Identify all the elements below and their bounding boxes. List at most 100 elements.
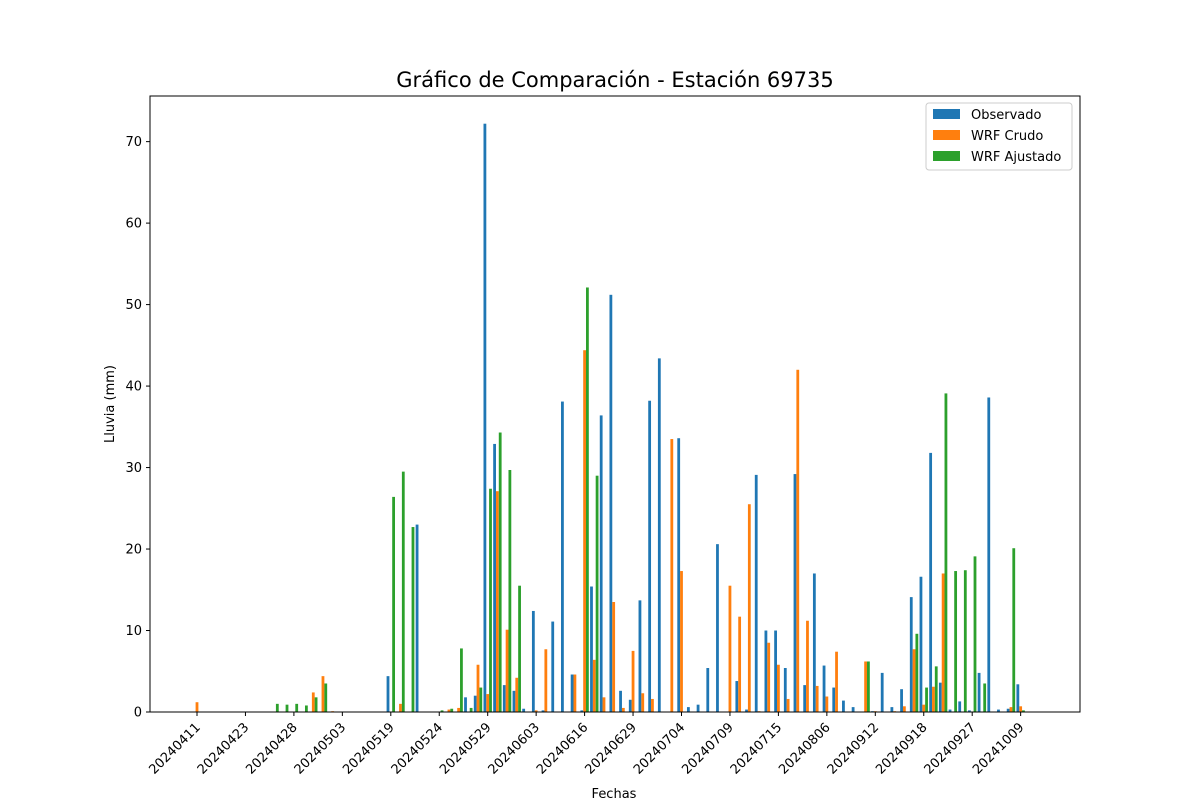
y-axis: 0 10 20 30 40 50 60 70 — [125, 135, 150, 721]
bar — [580, 710, 584, 712]
bar — [609, 294, 613, 712]
bar — [706, 668, 710, 712]
bar — [531, 610, 535, 712]
bar — [803, 685, 807, 712]
bar — [392, 496, 395, 712]
plot-area — [195, 123, 1025, 712]
bar — [515, 677, 519, 712]
bar — [745, 709, 748, 712]
y-tick-label: 70 — [125, 135, 142, 150]
bar — [411, 527, 415, 712]
y-axis-label: Lluvia (mm) — [103, 365, 118, 443]
bar — [670, 439, 674, 712]
bar — [958, 701, 962, 712]
bar — [486, 694, 490, 712]
bar — [498, 432, 502, 712]
bar — [602, 697, 606, 712]
bar — [612, 602, 616, 712]
bar — [473, 695, 477, 712]
legend-label: WRF Ajustado — [971, 150, 1061, 165]
bar — [735, 681, 739, 712]
bar — [457, 707, 461, 712]
bar — [915, 633, 919, 712]
series-0 — [386, 123, 1020, 712]
bar — [783, 668, 787, 712]
bar — [583, 350, 586, 712]
bar — [534, 710, 538, 712]
bar — [464, 697, 467, 712]
bar — [932, 686, 935, 712]
bar — [890, 707, 894, 712]
bar — [900, 689, 903, 712]
legend: Observado WRF Crudo WRF Ajustado — [925, 102, 1073, 171]
bar — [968, 710, 971, 712]
bar — [777, 664, 780, 712]
bar — [493, 443, 496, 712]
chart-title: Gráfico de Comparación - Estación 69735 — [396, 68, 833, 92]
bar — [977, 672, 981, 712]
bar — [963, 570, 967, 712]
bar — [909, 597, 913, 712]
bar — [311, 692, 315, 712]
series-2 — [275, 287, 1025, 712]
bar — [621, 707, 625, 712]
bar — [512, 690, 516, 712]
y-tick-label: 0 — [134, 706, 142, 721]
bar — [561, 401, 564, 712]
bar — [450, 708, 454, 712]
bar — [1022, 710, 1025, 712]
bar — [638, 600, 642, 712]
bar — [275, 703, 279, 712]
bar — [657, 358, 661, 712]
bar — [415, 524, 419, 712]
bar — [401, 471, 405, 712]
bar — [941, 573, 945, 712]
bar — [483, 123, 487, 712]
bar — [631, 650, 635, 712]
bar — [489, 488, 492, 712]
bar — [495, 491, 499, 712]
bar — [835, 651, 838, 712]
bar — [518, 585, 521, 712]
bar — [902, 706, 906, 712]
bar — [842, 700, 845, 712]
legend-swatch — [933, 130, 960, 140]
bar — [983, 683, 987, 712]
y-tick-label: 20 — [125, 543, 142, 558]
bar — [570, 674, 574, 712]
bar — [815, 685, 819, 712]
y-tick-label: 10 — [125, 624, 142, 639]
bar — [764, 630, 768, 712]
bar — [796, 369, 800, 712]
bar — [399, 703, 402, 712]
bar — [767, 642, 771, 712]
y-tick-label: 30 — [125, 461, 142, 476]
bar — [551, 621, 555, 712]
bar — [912, 649, 916, 712]
bar — [919, 576, 923, 712]
bar — [195, 702, 199, 712]
bar — [786, 698, 790, 712]
bar — [864, 661, 868, 712]
bar — [590, 586, 593, 712]
bar — [544, 649, 548, 712]
bar — [922, 704, 926, 712]
bar — [586, 287, 589, 712]
bar — [505, 629, 509, 712]
bar — [573, 674, 577, 712]
bar — [324, 683, 328, 712]
bar — [321, 676, 325, 712]
bar — [728, 585, 732, 712]
bar — [628, 699, 632, 712]
bar — [1009, 707, 1013, 712]
bar — [304, 705, 308, 712]
bar — [677, 438, 681, 712]
y-tick-label: 40 — [125, 380, 142, 395]
bar — [648, 400, 652, 712]
x-axis-label: Fechas — [592, 787, 637, 800]
bar — [522, 708, 526, 712]
bar — [651, 698, 654, 712]
bar — [479, 687, 483, 712]
bar — [925, 687, 928, 712]
legend-label: Observado — [971, 108, 1042, 123]
